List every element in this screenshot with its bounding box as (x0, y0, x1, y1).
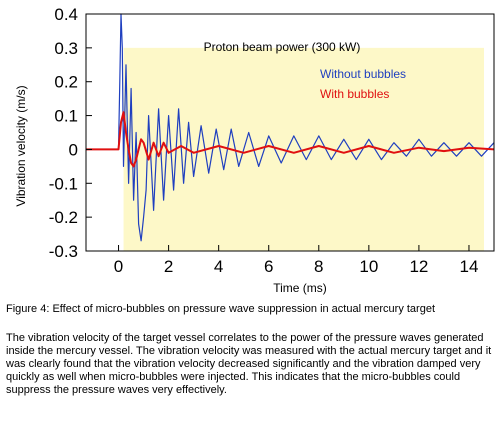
x-tick-label: 12 (409, 257, 428, 276)
figure-caption: Figure 4: Effect of micro-bubbles on pre… (6, 303, 435, 315)
figure-description: The vibration velocity of the target ves… (6, 332, 492, 396)
y-tick-label: -0.3 (49, 242, 78, 261)
x-tick-label: 4 (214, 257, 223, 276)
y-tick-label: -0.2 (49, 208, 78, 227)
y-tick-label: 0.3 (54, 39, 78, 58)
y-tick-label: 0 (69, 140, 78, 159)
ticks-layer: 0 2 4 6 8 10 12 14 -0.3 -0.2 -0.1 0 0.1 0.2 0.3 0.4 (49, 5, 479, 276)
x-tick-label: 8 (314, 257, 323, 276)
legend-without-bubbles: Without bubbles (320, 67, 406, 81)
y-tick-label: 0.1 (54, 107, 78, 126)
x-tick-label: 6 (264, 257, 273, 276)
x-tick-label: 14 (460, 257, 479, 276)
x-axis-label: Time (ms) (273, 281, 327, 295)
series-layer (86, 13, 495, 242)
chart: 0 2 4 6 8 10 12 14 -0.3 -0.2 -0.1 0 0.1 0.2 0.3 0.4 Pro… (14, 5, 495, 295)
y-tick-label: 0.2 (54, 73, 78, 92)
beam-power-annotation: Proton beam power (300 kW) (204, 40, 361, 54)
x-tick-label: 10 (359, 257, 378, 276)
series-line-with-bubbles (86, 111, 495, 168)
y-tick-label: -0.1 (49, 174, 78, 193)
y-tick-label: 0.4 (54, 5, 78, 24)
x-tick-label: 2 (164, 257, 173, 276)
x-tick-label: 0 (114, 257, 123, 276)
legend-with-bubbles: With bubbles (320, 87, 389, 101)
plot-frame (85, 13, 495, 252)
y-axis-label: Vibration velocity (m/s) (14, 85, 28, 206)
